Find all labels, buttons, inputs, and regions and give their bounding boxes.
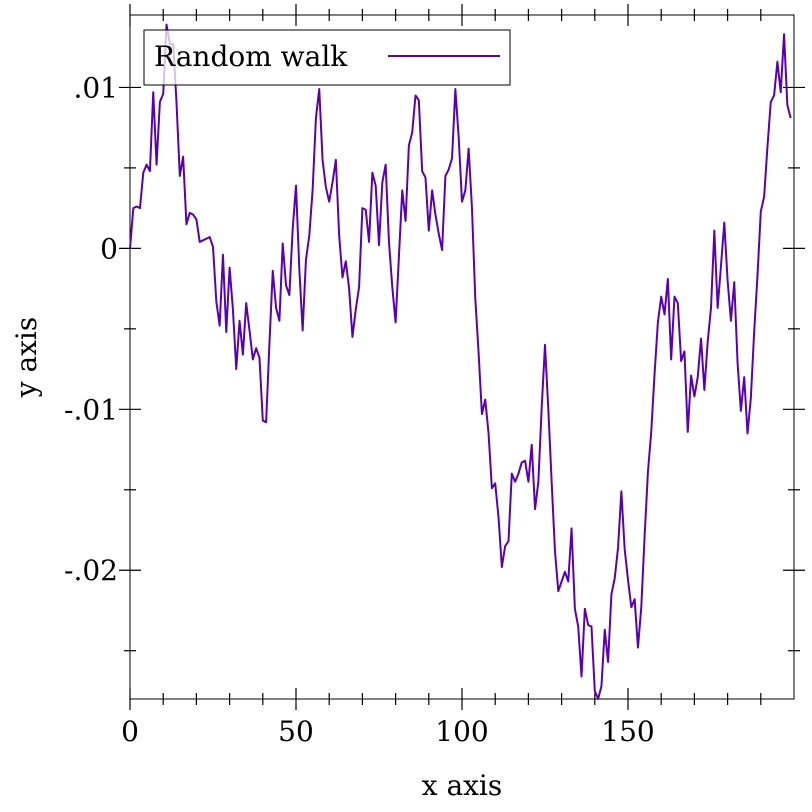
- x-axis-title: x axis: [422, 769, 503, 802]
- legend: Random walk: [143, 29, 511, 86]
- series-line-random-walk: [129, 23, 792, 700]
- y-tick-label: -.02: [64, 554, 118, 587]
- x-tick-label: 100: [435, 715, 488, 748]
- legend-box: [143, 29, 511, 86]
- y-tick-label: .01: [73, 71, 118, 104]
- legend-label: Random walk: [154, 40, 348, 73]
- y-axis-title: y axis: [10, 317, 43, 399]
- axis-ticks: [119, 4, 805, 710]
- y-tick-label: 0: [100, 232, 118, 265]
- axis-tick-labels: 0 50 100 150 .01 0 -.01 -.02: [64, 71, 655, 748]
- x-tick-label: 50: [278, 715, 314, 748]
- x-tick-label: 0: [121, 715, 139, 748]
- x-tick-label: 150: [601, 715, 654, 748]
- y-tick-label: -.01: [64, 393, 118, 426]
- plot-frame: [129, 14, 795, 700]
